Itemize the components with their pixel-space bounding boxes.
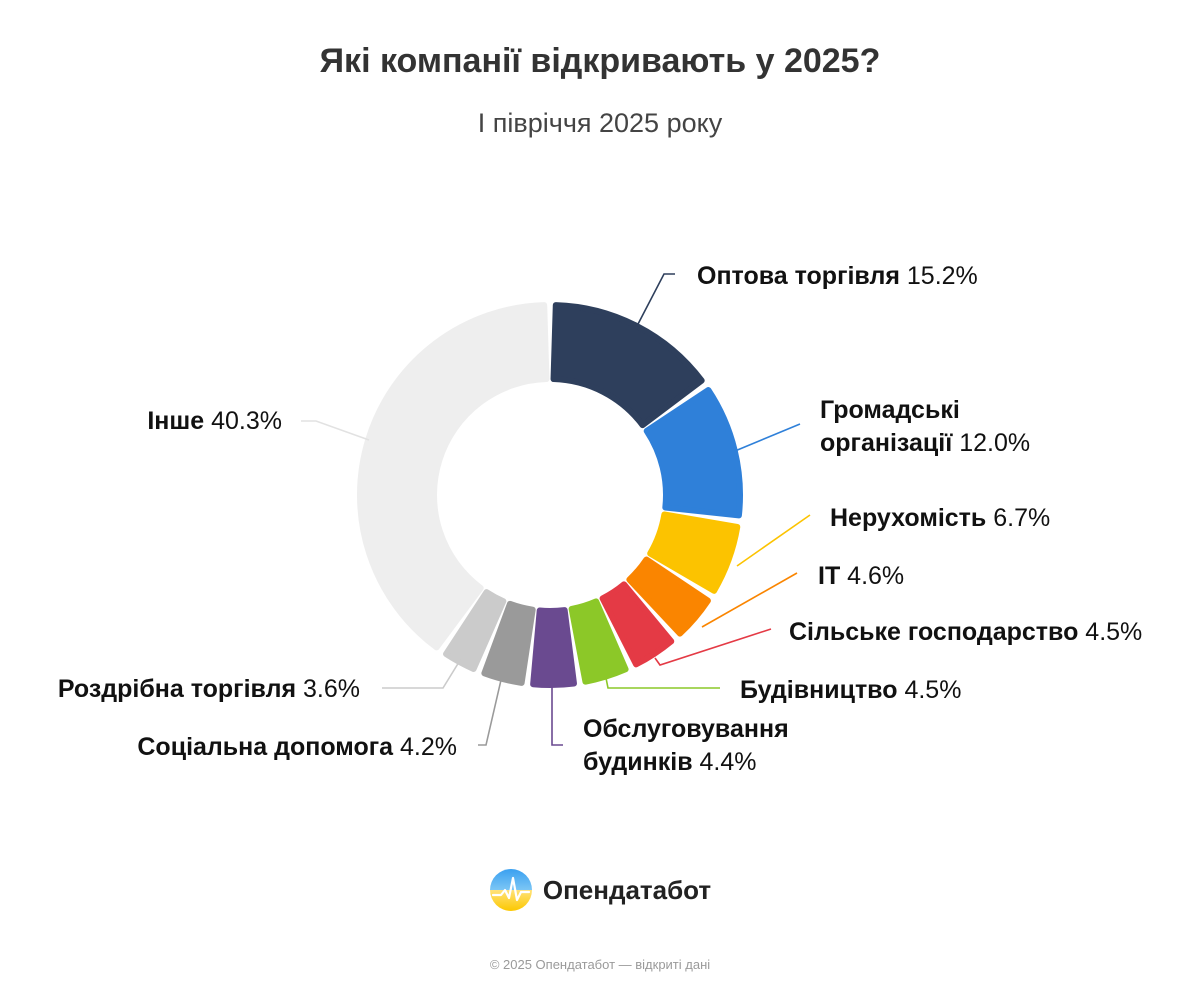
slice-name-7-line-1: Обслуговування: [583, 715, 789, 743]
slice-name-6: Будівництво: [740, 676, 898, 704]
leader-line-4: [701, 572, 798, 628]
chart-title: Які компанії відкривають у 2025?: [319, 42, 881, 80]
donut-slice-9: [443, 589, 507, 672]
slice-label-2: Громадські організації 12.0%: [820, 396, 1030, 457]
leader-line-9: [382, 661, 460, 689]
opendatabot-logo-icon: [489, 869, 532, 911]
slice-value-8: 4.2%: [393, 733, 457, 761]
slice-value-6: 4.5%: [898, 676, 962, 704]
slice-label-8: Соціальна допомога 4.2%: [137, 733, 457, 761]
slice-label-3: Нерухомість 6.7%: [830, 504, 1050, 532]
leader-line-5: [654, 628, 772, 666]
leader-line-1: [636, 273, 675, 327]
slice-label-10: Інше 40.3%: [147, 407, 282, 435]
slice-name-9: Роздрібна торгівля: [58, 675, 296, 703]
slice-value-3: 6.7%: [986, 504, 1050, 532]
donut-slice-3: [647, 511, 741, 594]
slice-value-5: 4.5%: [1078, 618, 1142, 646]
slice-name-10: Інше: [147, 407, 204, 435]
footer-note: © 2025 Опендатабот — відкриті дані: [489, 957, 711, 972]
slice-name-3: Нерухомість: [830, 504, 986, 532]
brand-name: Опендатабот: [542, 874, 712, 905]
slice-value-4: 4.6%: [840, 562, 904, 590]
slice-name-7-line-2: будинків: [583, 748, 693, 776]
donut-slice-5: [599, 581, 675, 668]
donut-slice-10: [357, 302, 550, 651]
slice-value-1: 15.2%: [900, 262, 978, 290]
slice-value-7: 4.4%: [693, 748, 757, 776]
donut-slice-4: [626, 556, 711, 637]
slice-name-2-line-2: організації: [820, 429, 953, 457]
slice-label-6: Будівництво 4.5%: [740, 676, 961, 704]
slice-value-9: 3.6%: [296, 675, 360, 703]
slice-name-1: Оптова торгівля: [697, 262, 900, 290]
brand: Опендатабот: [0, 868, 1200, 912]
leader-line-6: [605, 677, 720, 689]
donut-slice-2: [643, 387, 743, 519]
slice-label-7: Обслуговування будинків 4.4%: [583, 715, 789, 776]
leader-line-8: [478, 679, 502, 746]
leader-line-3: [736, 514, 811, 567]
leader-line-10: [301, 420, 370, 441]
slice-value-2: 12.0%: [952, 429, 1030, 457]
leader-line-2: [734, 423, 801, 452]
donut-slice-8: [481, 600, 536, 686]
slice-label-1: Оптова торгівля 15.2%: [697, 262, 978, 290]
slice-label-5: Сільське господарство 4.5%: [789, 618, 1142, 646]
slice-name-4: ІТ: [818, 562, 840, 590]
slice-value-10: 40.3%: [204, 407, 282, 435]
leader-line-7: [551, 683, 563, 746]
slice-name-2-line-1: Громадські: [820, 396, 960, 424]
slice-label-4: ІТ 4.6%: [818, 562, 904, 590]
slice-name-8: Соціальна допомога: [137, 733, 394, 761]
slice-name-5: Сільське господарство: [789, 618, 1078, 646]
chart-subtitle: І півріччя 2025 року: [477, 108, 723, 138]
slice-label-9: Роздрібна торгівля 3.6%: [58, 675, 360, 703]
donut-slice-1: [550, 302, 705, 429]
donut-slice-6: [568, 598, 629, 685]
donut-slice-7: [530, 607, 577, 688]
